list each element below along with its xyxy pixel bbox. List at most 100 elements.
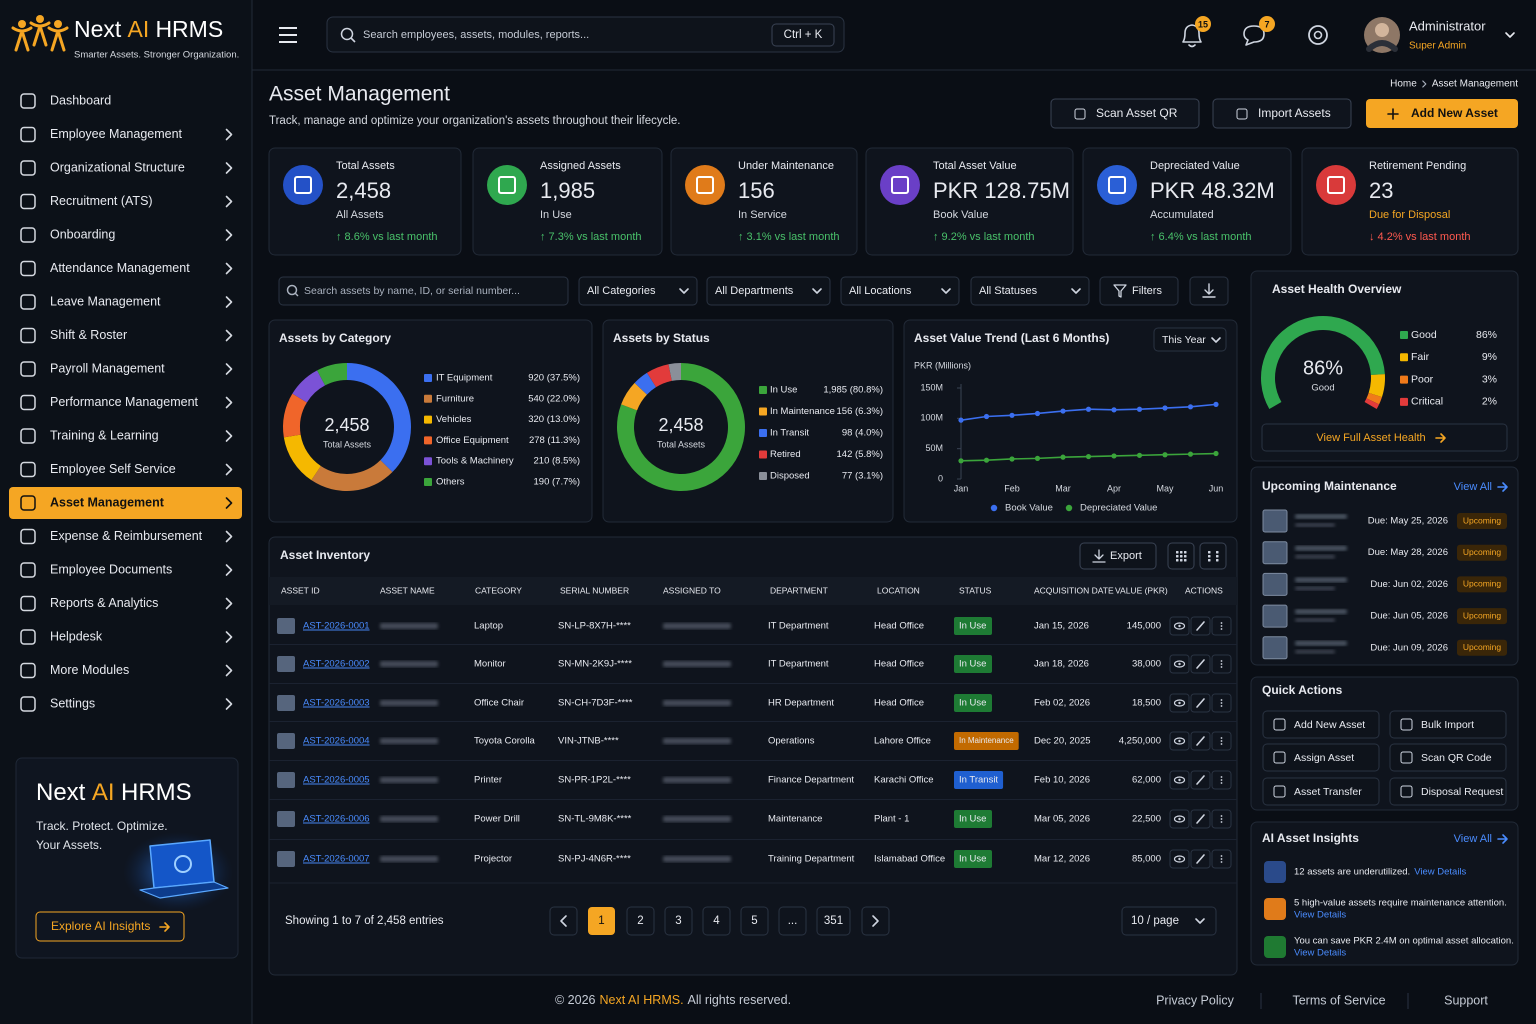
quick-action[interactable]: Scan QR Code (1389, 743, 1507, 772)
view-button[interactable] (1169, 654, 1190, 674)
view-toggle[interactable] (1199, 542, 1227, 570)
nav-item[interactable]: Training & Learning (20, 428, 233, 444)
view-toggle[interactable] (1167, 542, 1195, 570)
header-button[interactable]: Scan Asset QR (1050, 98, 1200, 129)
filter-dropdown[interactable]: All Statuses (970, 276, 1090, 306)
nav-item[interactable]: Helpdesk (20, 629, 233, 645)
nav-item[interactable]: Shift & Roster (20, 327, 233, 344)
nav-item[interactable]: Onboarding (20, 227, 233, 243)
view-button[interactable] (1169, 616, 1190, 636)
more-button[interactable] (1211, 849, 1232, 869)
nav-item[interactable]: Attendance Management (20, 260, 233, 277)
dot (1220, 628, 1223, 630)
messages-button[interactable]: 7 (1243, 16, 1275, 46)
page-button[interactable]: 5 (740, 906, 769, 936)
period-dropdown[interactable]: This Year (1153, 327, 1227, 352)
nav-item[interactable]: More Modules (20, 662, 233, 679)
filter-dropdown[interactable]: All Locations (840, 276, 960, 306)
nav-item[interactable]: Payroll Management (20, 361, 233, 377)
global-search[interactable] (326, 16, 845, 53)
nav-item[interactable]: Employee Documents (20, 562, 233, 578)
edit-button[interactable] (1190, 770, 1211, 790)
asset-id-link[interactable]: AST-2026-0001 (303, 621, 370, 632)
nav-item[interactable]: Dashboard (20, 93, 111, 109)
view-button[interactable] (1169, 809, 1190, 829)
footer-link[interactable]: Support (1444, 993, 1488, 1007)
health-link[interactable]: View Full Asset Health (1261, 423, 1508, 452)
user-menu[interactable]: Administrator Super Admin (1364, 17, 1515, 53)
asset-id-link[interactable]: AST-2026-0003 (303, 698, 370, 709)
page-size[interactable]: 10 / page (1121, 906, 1217, 936)
asset-id-link[interactable]: AST-2026-0005 (303, 775, 370, 786)
more-button[interactable] (1211, 770, 1232, 790)
quick-action[interactable]: Assign Asset (1262, 743, 1380, 772)
more-button[interactable] (1211, 616, 1232, 636)
view-button[interactable] (1169, 693, 1190, 713)
filter-dropdown[interactable]: All Departments (706, 276, 831, 306)
more-button[interactable] (1211, 693, 1232, 713)
toggle-dot (1176, 551, 1179, 554)
export-button[interactable]: Export (1079, 542, 1157, 570)
notifications-button[interactable]: 15 (1182, 16, 1211, 48)
view-all-link[interactable]: View All (1454, 481, 1492, 493)
more-button[interactable] (1211, 654, 1232, 674)
nav-item[interactable]: Settings (20, 696, 233, 712)
nav-item[interactable]: Asset Management (9, 487, 242, 519)
asset-search[interactable] (278, 276, 569, 306)
filters-button[interactable]: Filters (1099, 276, 1179, 306)
action-bg (1169, 616, 1190, 636)
page-button[interactable]: 2 (626, 906, 655, 936)
view-all-link[interactable]: View All (1454, 833, 1492, 845)
page-button[interactable]: 1 (588, 907, 615, 935)
footer-link[interactable]: Terms of Service (1292, 993, 1385, 1007)
edit-button[interactable] (1190, 731, 1211, 751)
breadcrumb-link[interactable]: Home (1390, 79, 1417, 90)
nav-item[interactable]: Employee Self Service (20, 461, 233, 478)
nav-item[interactable]: Organizational Structure (20, 160, 233, 176)
nav-item[interactable]: Expense & Reimbursement (20, 528, 233, 545)
asset-id-link[interactable]: AST-2026-0002 (303, 659, 370, 670)
asset-id-link[interactable]: AST-2026-0007 (303, 854, 370, 865)
kpi-card: Retirement Pending 23 Due for Disposal ↓ 4.… (1301, 147, 1519, 256)
more-button[interactable] (1211, 809, 1232, 829)
edit-button[interactable] (1190, 693, 1211, 713)
more-button[interactable] (1211, 731, 1232, 751)
quick-action[interactable]: Asset Transfer (1262, 777, 1380, 806)
kpi-card-bg (1082, 147, 1292, 256)
quick-action[interactable]: Disposal Request (1389, 777, 1507, 806)
page-button[interactable]: 3 (664, 906, 693, 936)
asset-id-link[interactable]: AST-2026-0004 (303, 736, 370, 747)
legend-label: Poor (1411, 373, 1434, 385)
quick-action[interactable]: Add New Asset (1262, 710, 1380, 739)
view-button[interactable] (1169, 731, 1190, 751)
page-button[interactable]: 351 (816, 906, 851, 936)
nav-item[interactable]: Recruitment (ATS) (20, 193, 233, 210)
nav-item[interactable]: Leave Management (20, 294, 233, 310)
next-page[interactable] (861, 906, 890, 936)
filter-dropdown[interactable]: All Categories (578, 276, 698, 306)
download-button[interactable] (1189, 276, 1229, 306)
edit-button[interactable] (1190, 809, 1211, 829)
asset-id-link[interactable]: AST-2026-0006 (303, 814, 370, 825)
edit-button[interactable] (1190, 654, 1211, 674)
edit-button[interactable] (1190, 849, 1211, 869)
header-button[interactable]: Import Assets (1212, 98, 1352, 129)
view-button[interactable] (1169, 849, 1190, 869)
footer-link[interactable]: Privacy Policy (1156, 993, 1235, 1007)
insight-link[interactable]: View Details (1294, 910, 1346, 921)
page-button[interactable]: 4 (702, 906, 731, 936)
view-button[interactable] (1169, 770, 1190, 790)
nav-item[interactable]: Reports & Analytics (20, 595, 233, 612)
insight-link[interactable]: View Details (1294, 948, 1346, 959)
column-header: ACQUISITION DATE (1034, 585, 1114, 595)
nav-item[interactable]: Performance Management (20, 394, 233, 411)
quick-action[interactable]: Bulk Import (1389, 710, 1507, 739)
prev-page[interactable] (549, 906, 578, 936)
edit-button[interactable] (1190, 616, 1211, 636)
insight-link[interactable]: View Details (1414, 867, 1466, 878)
nav-item[interactable]: Employee Management (20, 126, 233, 143)
page-button[interactable]: ... (778, 906, 807, 936)
promo-button[interactable]: Explore AI Insights (35, 911, 185, 942)
settings-button[interactable] (1308, 25, 1328, 45)
header-button[interactable]: Add New Asset (1366, 99, 1518, 128)
